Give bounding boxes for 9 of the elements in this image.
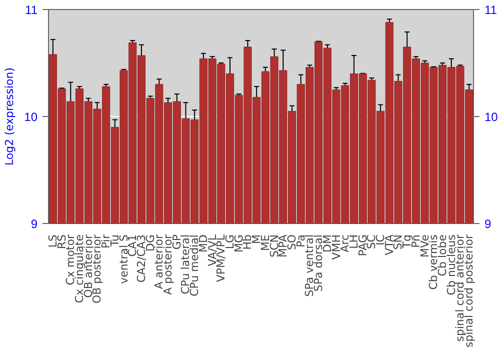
y-tick-label: 11 xyxy=(25,3,38,17)
y2-tick-label: 10 xyxy=(484,110,498,124)
y-tick-label: 9 xyxy=(30,217,38,231)
x-tick-label: OB posterior xyxy=(90,234,104,304)
x-tick-label: Tg xyxy=(400,234,414,250)
y-axis-title: Log2 (expression) xyxy=(3,67,16,166)
y-tick-label: 10 xyxy=(24,110,38,124)
y2-tick-label: 11 xyxy=(484,3,498,17)
y2-tick-label: 9 xyxy=(484,217,492,231)
